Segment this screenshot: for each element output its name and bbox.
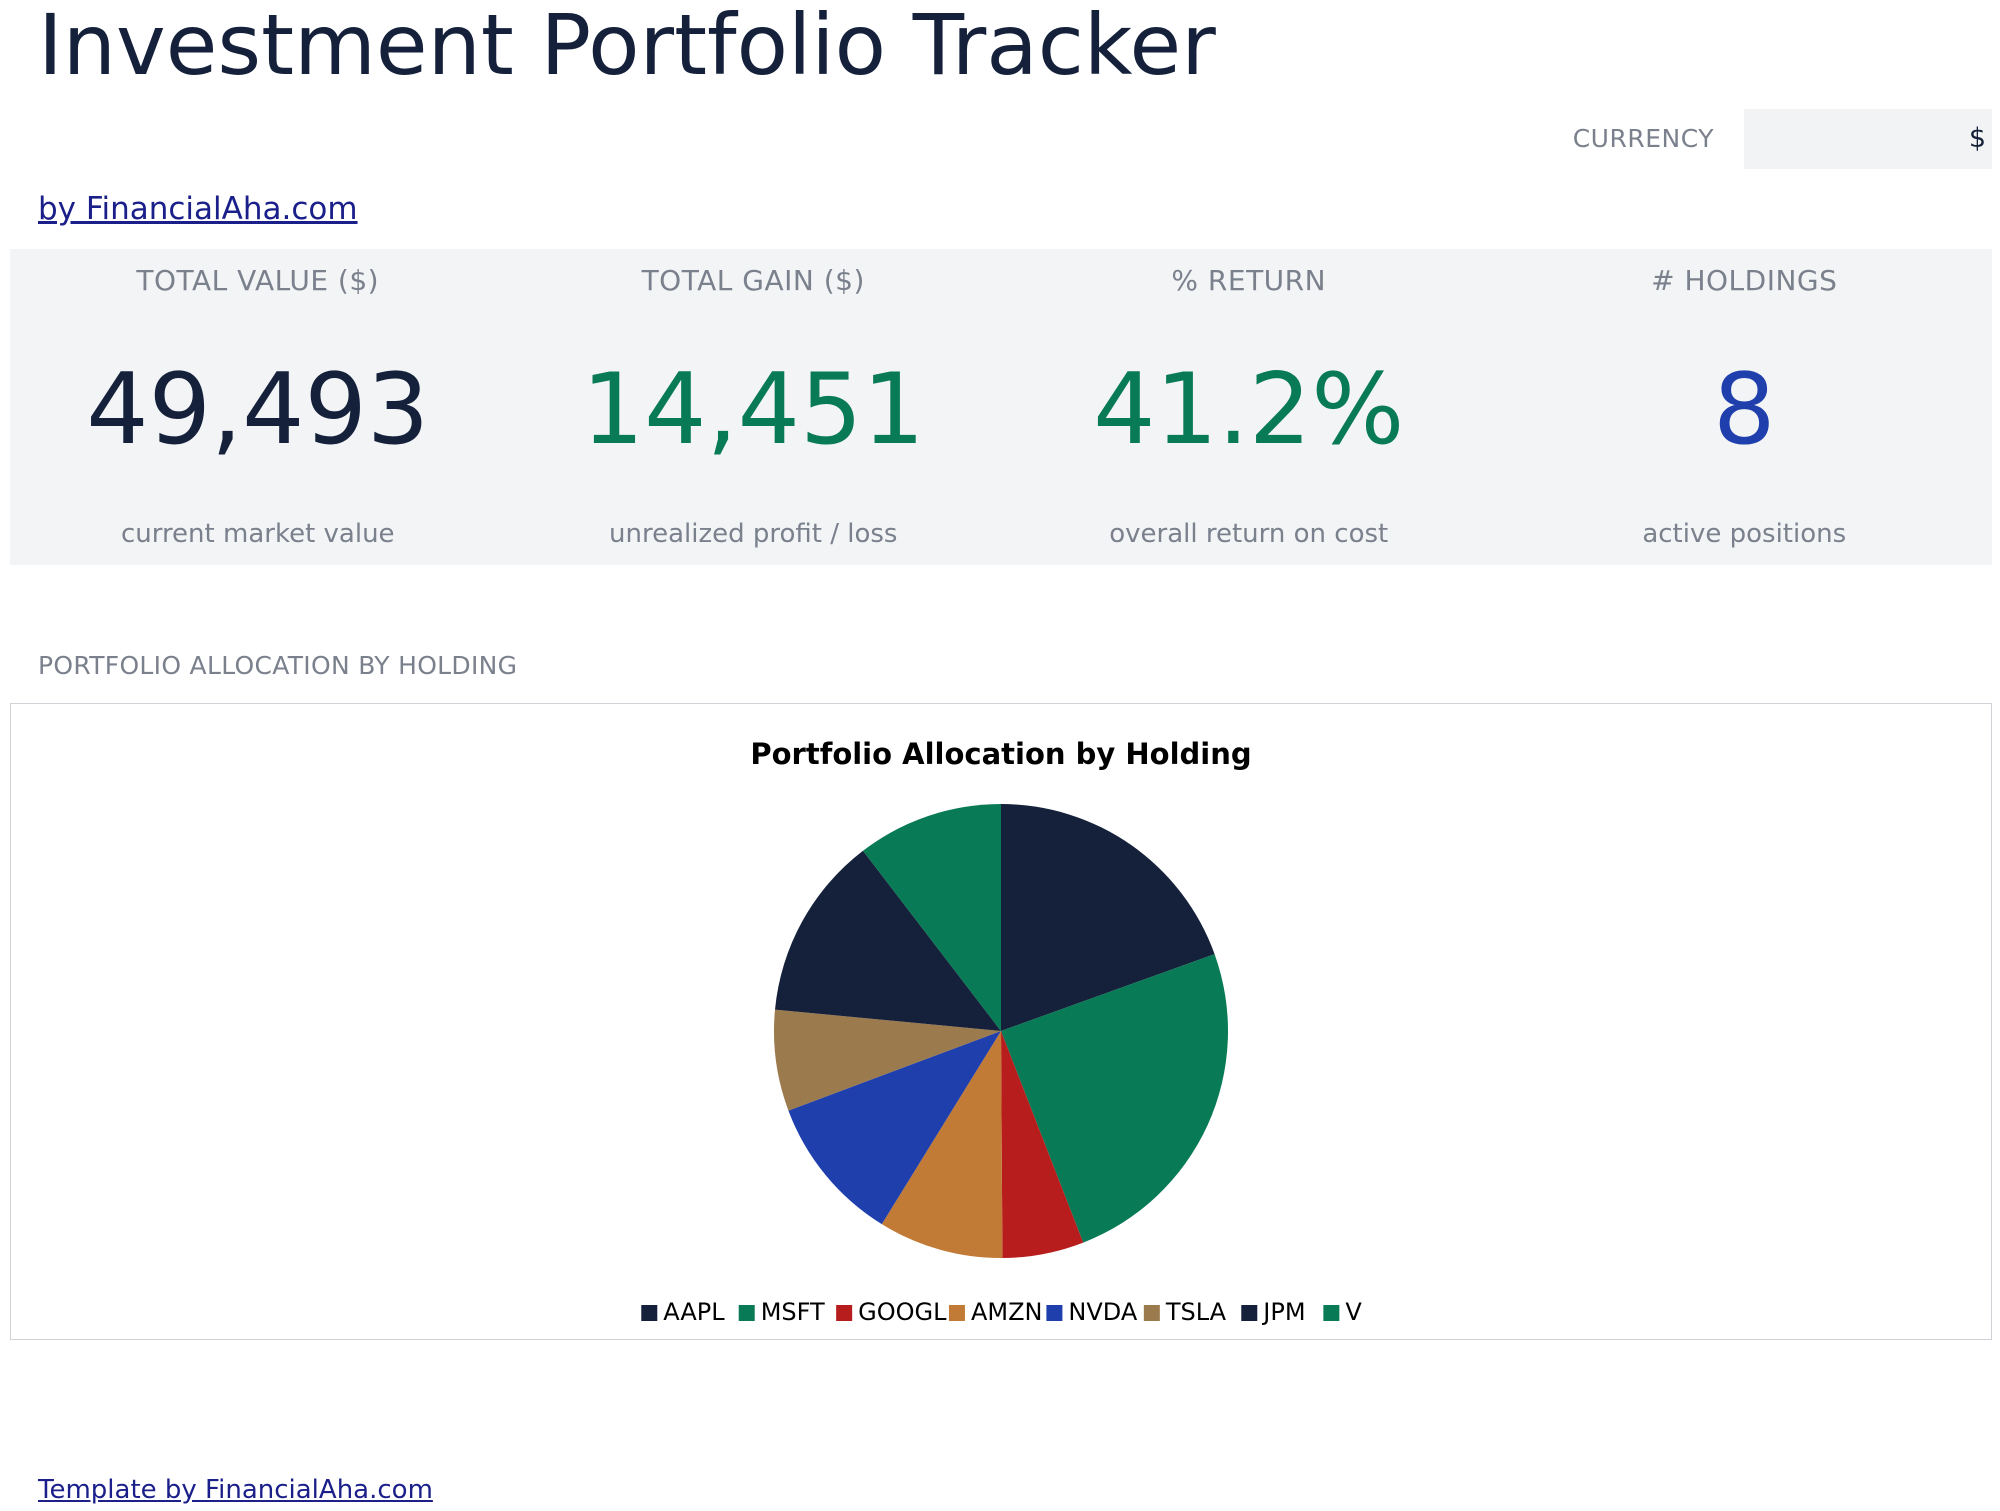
legend-swatch-aapl: [641, 1305, 658, 1321]
kpi-total-value: TOTAL VALUE ($) 49,493 current market va…: [10, 249, 506, 565]
legend-swatch-v: [1323, 1305, 1340, 1321]
legend-swatch-tsla: [1143, 1305, 1160, 1321]
legend-swatch-jpm: [1241, 1305, 1258, 1321]
kpi-label: TOTAL VALUE ($): [136, 264, 380, 297]
kpi-label: % RETURN: [1171, 264, 1327, 297]
kpi-total-gain: TOTAL GAIN ($) 14,451 unrealized profit …: [506, 249, 1002, 565]
kpi-label: TOTAL GAIN ($): [641, 264, 865, 297]
allocation-pie-chart: Portfolio Allocation by Holding AAPL MSFT…: [641, 737, 1362, 1326]
legend-label-jpm: JPM: [1261, 1298, 1305, 1326]
legend-label-v: V: [1345, 1298, 1362, 1326]
kpi-value: 8: [1713, 353, 1776, 467]
pie-slice-tsla[interactable]: [774, 1009, 1001, 1111]
pie-slice-amzn[interactable]: [881, 1031, 1003, 1258]
currency-input[interactable]: [1744, 109, 1992, 169]
pie-slice-nvda[interactable]: [788, 1031, 1001, 1225]
legend-swatch-nvda: [1046, 1305, 1063, 1321]
kpi-caption: unrealized profit / loss: [609, 519, 898, 549]
kpi-holdings-count: # HOLDINGS 8 active positions: [1497, 249, 1993, 565]
legend-swatch-msft: [738, 1305, 755, 1321]
allocation-section-label: PORTFOLIO ALLOCATION BY HOLDING: [38, 651, 518, 680]
allocation-chart-container: Portfolio Allocation by Holding AAPL MSFT…: [10, 703, 1992, 1340]
pie-slices: [774, 804, 1228, 1258]
pie-slice-aapl[interactable]: [1001, 804, 1215, 1031]
currency-label: CURRENCY: [1572, 124, 1714, 153]
pie-slice-jpm[interactable]: [775, 850, 1001, 1031]
kpi-caption: overall return on cost: [1109, 519, 1389, 549]
pie-slice-googl[interactable]: [1001, 1031, 1084, 1258]
kpi-summary-band: TOTAL VALUE ($) 49,493 current market va…: [10, 249, 1992, 565]
legend-swatch-googl: [836, 1305, 853, 1321]
financialaha-link[interactable]: by FinancialAha.com: [38, 191, 358, 227]
legend-label-googl: GOOGL: [858, 1298, 947, 1326]
kpi-label: # HOLDINGS: [1651, 264, 1838, 297]
footer-template-link[interactable]: Template by FinancialAha.com: [38, 1475, 433, 1505]
legend-label-msft: MSFT: [761, 1298, 825, 1326]
kpi-caption: current market value: [120, 519, 395, 549]
legend-label-tsla: TSLA: [1165, 1298, 1227, 1326]
kpi-percent-return: % RETURN 41.2% overall return on cost: [1001, 249, 1497, 565]
legend-label-nvda: NVDA: [1068, 1298, 1137, 1326]
kpi-value: 14,451: [581, 353, 925, 467]
legend-label-amzn: AMZN: [971, 1298, 1043, 1326]
page-title: Investment Portfolio Tracker: [38, 0, 1216, 94]
kpi-caption: active positions: [1642, 519, 1847, 549]
pie-slice-v[interactable]: [862, 804, 1001, 1031]
chart-legend: AAPL MSFT GOOGL AMZN NVDA TSLA JPM V: [641, 1298, 1362, 1326]
legend-label-aapl: AAPL: [663, 1298, 725, 1326]
kpi-value: 49,493: [86, 353, 430, 467]
kpi-value: 41.2%: [1093, 353, 1405, 467]
pie-slice-msft[interactable]: [1001, 954, 1228, 1243]
legend-swatch-amzn: [948, 1305, 965, 1321]
chart-title: Portfolio Allocation by Holding: [750, 737, 1251, 771]
